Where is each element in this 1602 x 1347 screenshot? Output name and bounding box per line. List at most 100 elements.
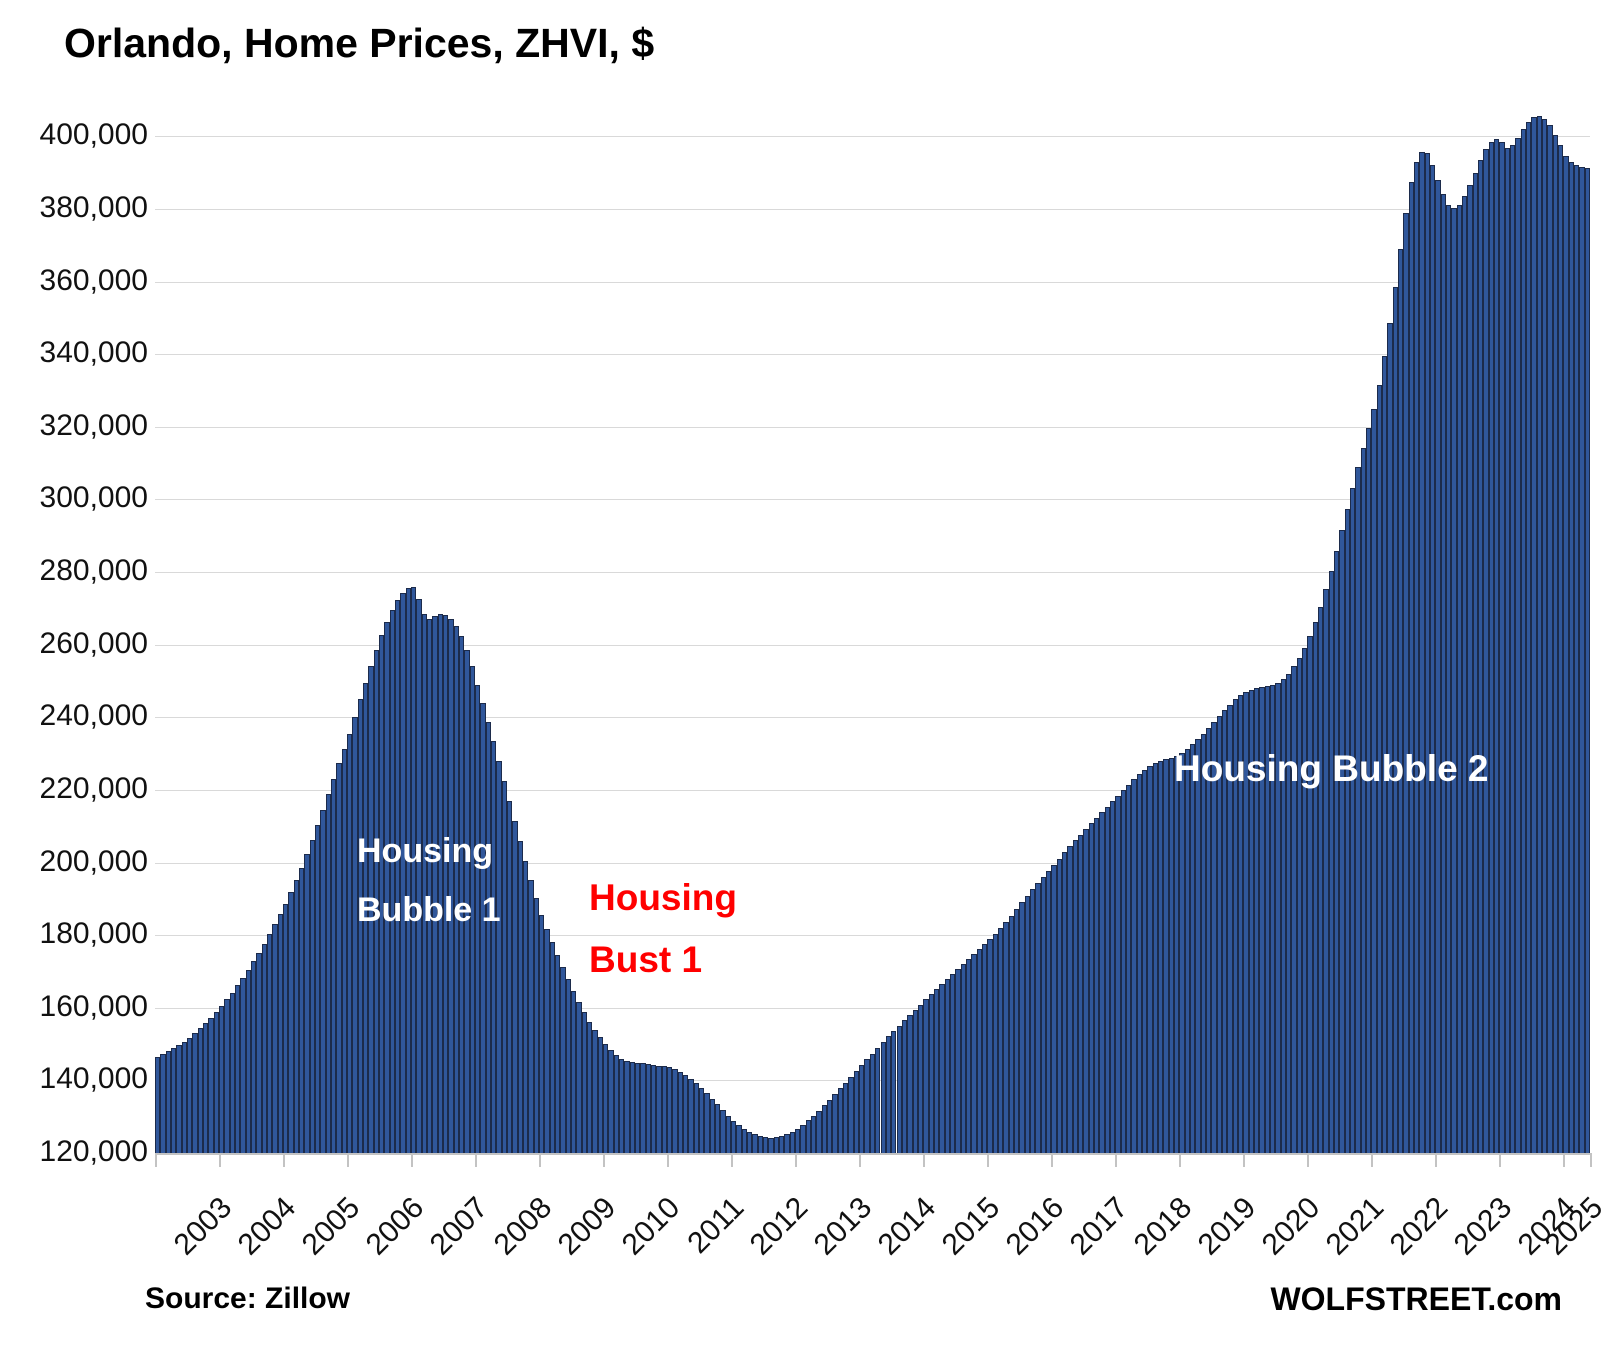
bar-2024-04	[1515, 137, 1521, 1153]
bar-2013-02	[800, 1124, 806, 1153]
bar-2009-04	[555, 955, 561, 1153]
bar-2003-07	[187, 1037, 193, 1153]
bar-2003-02	[160, 1054, 166, 1153]
bar-2014-03	[869, 1053, 876, 1153]
bar-2021-07	[1339, 530, 1345, 1153]
bar-2017-04	[1067, 846, 1073, 1153]
bar-2006-12	[405, 587, 412, 1153]
bar-2010-05	[624, 1060, 630, 1153]
gridline-160000	[155, 1007, 1590, 1009]
bar-2015-10	[971, 953, 977, 1153]
bar-2015-06	[949, 974, 956, 1153]
bar-2022-11	[1424, 153, 1430, 1153]
bar-2008-02	[480, 702, 486, 1153]
bar-2005-01	[283, 903, 289, 1153]
bar-2024-07	[1531, 117, 1537, 1153]
bar-2020-06	[1269, 684, 1276, 1153]
bar-2021-08	[1344, 509, 1350, 1153]
bar-2011-05	[688, 1078, 694, 1153]
bar-2018-04	[1131, 779, 1137, 1153]
bar-2010-04	[619, 1058, 625, 1153]
bar-2021-05	[1328, 570, 1334, 1153]
bar-2007-04	[427, 619, 433, 1153]
bar-2010-06	[629, 1061, 636, 1153]
bar-2011-03	[677, 1071, 684, 1153]
bar-2009-10	[587, 1021, 593, 1153]
bar-2012-05	[752, 1134, 758, 1153]
x-axis-tick-2009	[539, 1155, 542, 1167]
bar-2014-06	[885, 1036, 892, 1153]
bar-2018-03	[1125, 784, 1132, 1153]
bar-2003-01	[155, 1056, 161, 1153]
bar-2012-09	[773, 1137, 780, 1153]
bar-2015-03	[933, 989, 940, 1153]
bar-2004-07	[251, 961, 257, 1153]
bar-2018-01	[1115, 795, 1121, 1153]
bar-2021-06	[1333, 550, 1340, 1153]
bar-2014-08	[896, 1025, 902, 1153]
bar-2008-10	[523, 860, 529, 1153]
bar-2008-11	[528, 879, 534, 1153]
bar-2004-01	[219, 1005, 225, 1153]
bar-2010-02	[608, 1049, 614, 1153]
y-axis-label-240000: 240,000	[39, 699, 148, 733]
bar-2019-08	[1216, 716, 1222, 1153]
x-axis-tick-2018	[1115, 1155, 1118, 1167]
bar-2010-09	[645, 1064, 652, 1153]
bar-2011-04	[683, 1074, 689, 1153]
bar-2008-05	[496, 761, 502, 1153]
bar-2007-10	[459, 636, 465, 1153]
bar-2007-12	[469, 666, 476, 1153]
x-axis-tick-2011	[667, 1155, 670, 1167]
bar-2018-12	[1173, 755, 1180, 1153]
bar-2008-07	[507, 801, 513, 1153]
bar-2022-04	[1387, 323, 1393, 1153]
bar-2022-06	[1397, 248, 1404, 1153]
bar-2005-12	[341, 748, 348, 1153]
y-axis-label-180000: 180,000	[39, 917, 148, 951]
bar-2016-09	[1029, 889, 1036, 1153]
x-axis-tick-2007	[411, 1155, 414, 1167]
bar-2012-12	[789, 1131, 796, 1153]
bar-2022-08	[1408, 181, 1414, 1153]
bar-2006-10	[395, 600, 401, 1153]
bar-2008-08	[512, 821, 518, 1153]
bar-2012-02	[736, 1125, 742, 1153]
bar-2020-03	[1253, 687, 1260, 1153]
bar-2024-02	[1504, 147, 1510, 1153]
bar-2003-12	[213, 1012, 219, 1153]
bar-2020-10	[1291, 666, 1297, 1153]
bar-2009-08	[576, 1001, 582, 1153]
bar-2023-10	[1483, 149, 1489, 1153]
bar-2020-01	[1243, 691, 1249, 1153]
bar-2006-07	[379, 635, 385, 1153]
bar-2005-08	[320, 809, 326, 1153]
bar-2023-11	[1488, 141, 1494, 1153]
bar-2015-12	[981, 944, 988, 1153]
bar-2014-10	[907, 1014, 913, 1153]
bar-2016-07	[1019, 902, 1025, 1153]
bar-2020-12	[1301, 647, 1308, 1153]
bar-2025-05	[1584, 168, 1590, 1153]
bar-2013-12	[853, 1070, 860, 1153]
bar-2017-11	[1104, 806, 1110, 1153]
bar-2017-02	[1056, 858, 1062, 1153]
bar-2007-05	[432, 616, 438, 1153]
bar-2012-10	[779, 1136, 785, 1153]
x-axis-tick-2005	[283, 1155, 286, 1167]
bar-2018-10	[1163, 759, 1169, 1153]
x-axis-tick-2008	[475, 1155, 478, 1167]
bar-2005-04	[299, 867, 305, 1153]
bar-2019-07	[1211, 722, 1217, 1153]
bar-2003-11	[208, 1017, 214, 1153]
bar-2013-01	[795, 1128, 801, 1153]
bar-2023-05	[1456, 204, 1462, 1153]
bar-2015-02	[928, 994, 934, 1153]
bar-2004-08	[256, 952, 262, 1153]
bar-2004-12	[277, 914, 284, 1153]
bar-2006-02	[352, 716, 358, 1153]
gridline-220000	[155, 789, 1590, 791]
bar-2022-02	[1376, 385, 1382, 1153]
y-axis-label-340000: 340,000	[39, 336, 148, 370]
